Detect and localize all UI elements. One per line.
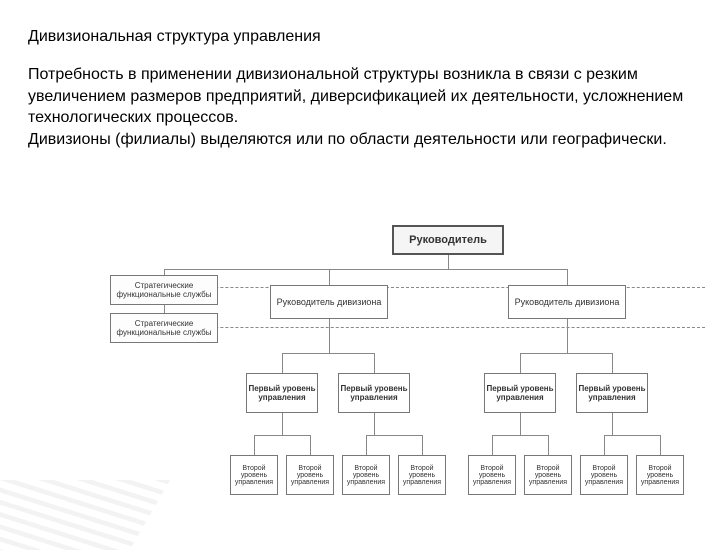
node-level2-c2: Второй уровень управления <box>524 455 572 495</box>
edge <box>374 353 375 373</box>
edge <box>366 435 423 436</box>
edge <box>282 353 375 354</box>
node-level2-a2: Второй уровень управления <box>286 455 334 495</box>
node-level2-a1: Второй уровень управления <box>230 455 278 495</box>
edge <box>520 353 521 373</box>
edge <box>422 435 423 455</box>
org-chart: Руководитель Стратегические функциональн… <box>110 225 705 525</box>
edge <box>374 413 375 435</box>
edge <box>329 319 330 353</box>
edge <box>604 435 661 436</box>
node-level1-a: Первый уровень управления <box>246 373 318 413</box>
edge <box>612 413 613 435</box>
edge <box>448 255 449 269</box>
edge <box>329 269 330 285</box>
edge <box>282 353 283 373</box>
edge <box>548 435 549 455</box>
node-strategic-2: Стратегические функциональные службы <box>110 313 218 343</box>
node-level1-d: Первый уровень управления <box>576 373 648 413</box>
node-level2-d2: Второй уровень управления <box>636 455 684 495</box>
edge <box>567 319 568 353</box>
node-level2-b2: Второй уровень управления <box>398 455 446 495</box>
node-level1-b: Первый уровень управления <box>338 373 410 413</box>
edge <box>366 435 367 455</box>
edge <box>660 435 661 455</box>
node-division-1: Руководитель дивизиона <box>270 285 388 319</box>
edge <box>254 435 311 436</box>
edge <box>254 435 255 455</box>
page-title: Дивизиональная структура управления <box>28 28 321 46</box>
node-strategic-1: Стратегические функциональные службы <box>110 275 218 305</box>
edge <box>520 353 613 354</box>
edge <box>520 413 521 435</box>
edge <box>492 435 493 455</box>
edge <box>164 305 165 313</box>
node-level2-d1: Второй уровень управления <box>580 455 628 495</box>
body-paragraph: Потребность в применении дивизиональной … <box>28 64 688 150</box>
node-level2-c1: Второй уровень управления <box>468 455 516 495</box>
edge <box>567 269 568 285</box>
edge <box>282 413 283 435</box>
node-level1-c: Первый уровень управления <box>484 373 556 413</box>
node-division-2: Руководитель дивизиона <box>508 285 626 319</box>
edge <box>604 435 605 455</box>
edge <box>164 269 567 270</box>
edge <box>612 353 613 373</box>
edge <box>492 435 549 436</box>
edge <box>310 435 311 455</box>
node-root: Руководитель <box>392 225 504 255</box>
node-level2-b1: Второй уровень управления <box>342 455 390 495</box>
